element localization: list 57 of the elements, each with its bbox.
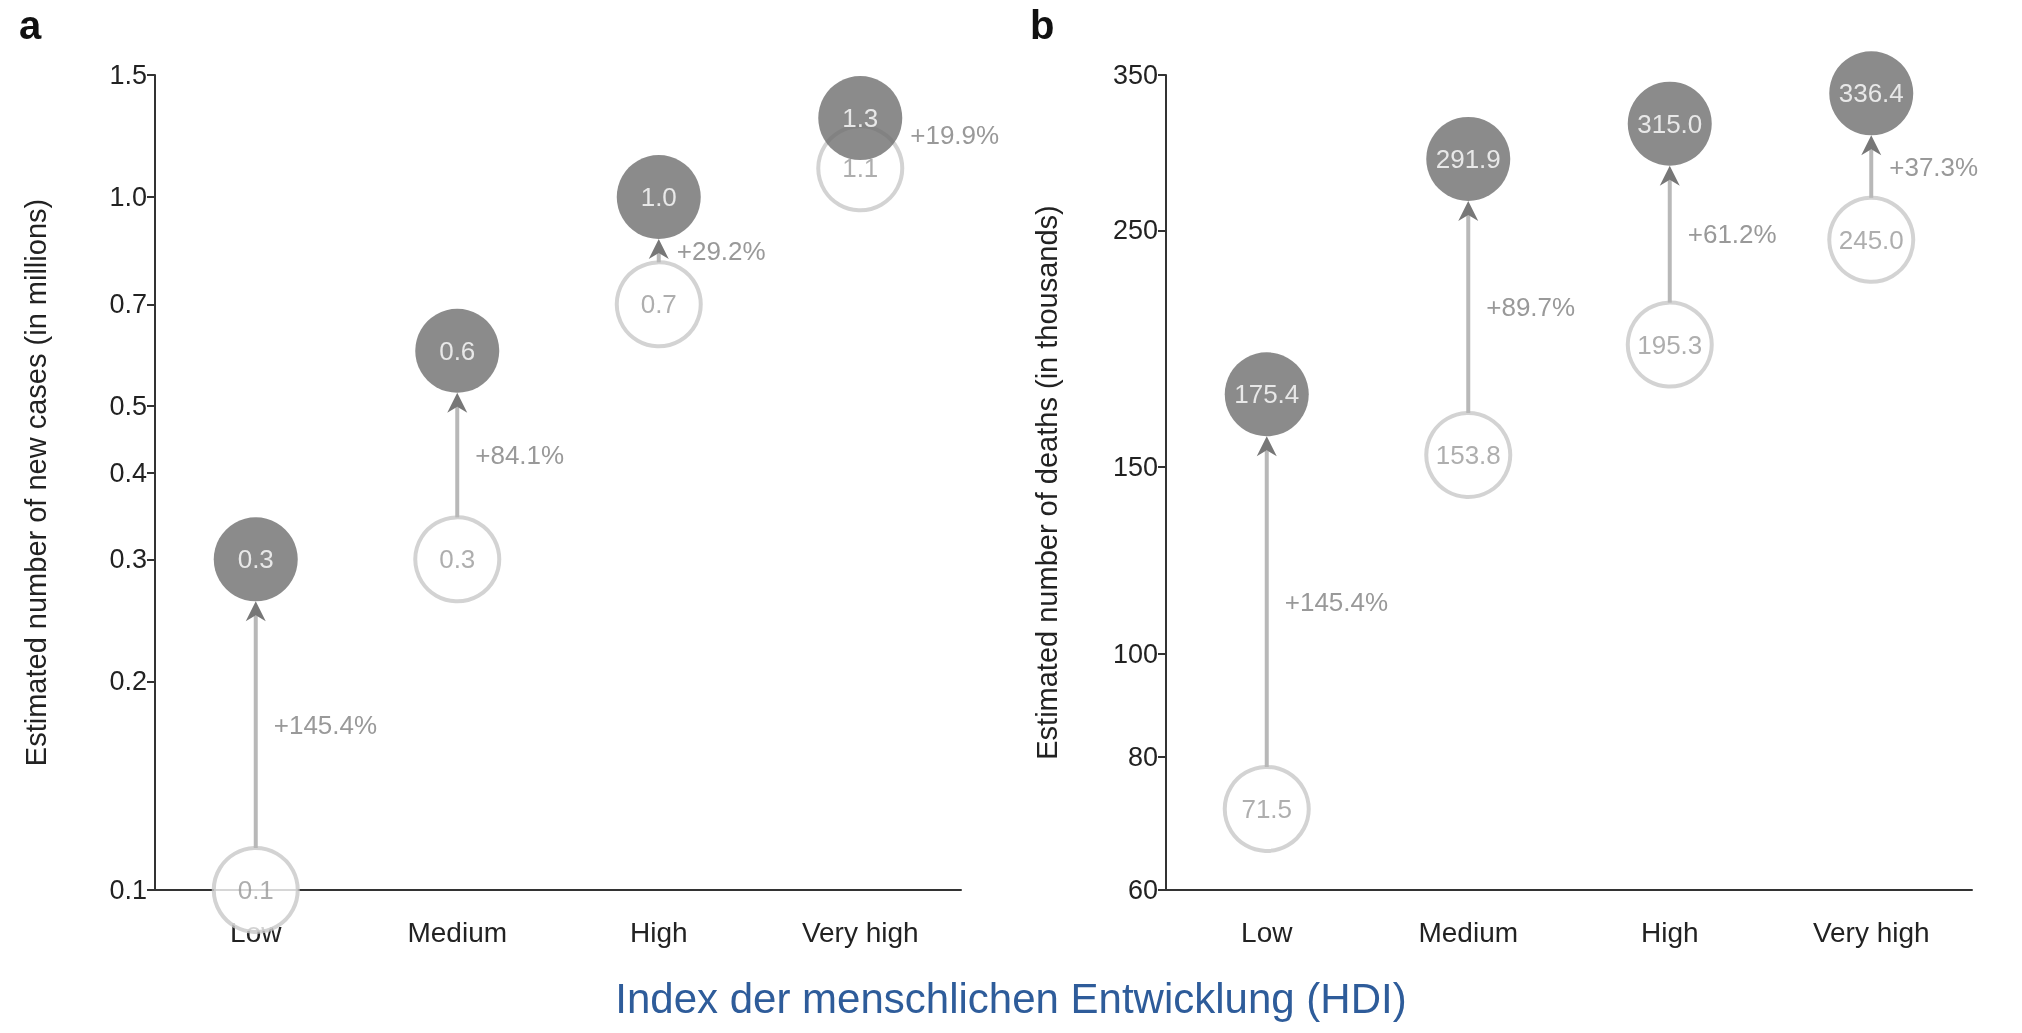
x-tick-label: Medium	[1418, 916, 1519, 948]
annotation: +29.2%	[676, 235, 766, 266]
point	[818, 76, 903, 161]
data-label: 71.5	[1241, 793, 1293, 824]
annotation: +61.2%	[1687, 219, 1777, 250]
annotation: +37.3%	[1889, 151, 1979, 182]
y-axis-title: Estimated number of new cases (in millions)	[19, 198, 52, 767]
y-tick-label: 1.5	[109, 60, 147, 90]
y-tick-label: 150	[1112, 451, 1158, 482]
annotation: +84.1%	[475, 440, 565, 471]
y-tick-label: 100	[1112, 638, 1158, 669]
annotation: +19.9%	[910, 120, 1000, 151]
x-axis-title: Index der menschlichen Entwicklung (HDI)	[614, 975, 1408, 1023]
data-label: 0.7	[640, 289, 677, 320]
data-label: 1.1	[842, 153, 879, 184]
point	[415, 308, 500, 393]
x-tick-label: High	[1640, 916, 1699, 948]
data-label: 0.3	[439, 544, 476, 575]
chart-title: a	[19, 3, 42, 47]
x-tick-label: Low	[1241, 916, 1294, 948]
data-label: 1.0	[640, 182, 677, 213]
y-tick-label: 1.0	[109, 182, 147, 213]
y-tick-label: 0.7	[109, 289, 147, 320]
point	[616, 155, 701, 239]
data-label: 195.3	[1637, 329, 1703, 360]
data-label: 175.4	[1234, 379, 1300, 410]
chart-title: b	[1030, 3, 1055, 47]
y-tick-label: 0.5	[109, 390, 147, 421]
x-tick-label: Very high	[1812, 916, 1930, 948]
annotation: +145.4%	[1284, 586, 1389, 617]
y-tick-label: 60	[1127, 875, 1158, 905]
x-tick-label: Low	[230, 916, 283, 948]
point	[614, 260, 703, 349]
data-label: 0.1	[237, 875, 274, 905]
data-label: 153.8	[1435, 440, 1501, 470]
y-tick-label: 350	[1112, 60, 1158, 90]
data-label: 245.0	[1838, 224, 1904, 255]
data-label: 336.4	[1838, 78, 1904, 109]
data-label: 291.9	[1435, 143, 1501, 174]
data-label: 0.3	[237, 544, 274, 575]
y-tick-label: 250	[1112, 215, 1158, 246]
y-tick-label: 0.1	[109, 875, 147, 905]
x-tick-label: Very high	[801, 916, 919, 948]
data-label: 1.3	[842, 103, 879, 134]
x-tick-label: High	[629, 916, 688, 948]
y-tick-label: 0.4	[109, 457, 147, 488]
data-label: 0.6	[439, 335, 476, 366]
annotation: +145.4%	[273, 709, 378, 740]
y-tick-label: 0.3	[109, 544, 147, 575]
y-tick-label: 0.2	[109, 666, 147, 697]
y-axis-title: Estimated number of deaths (in thousands)	[1030, 205, 1063, 760]
annotation: +89.7%	[1486, 291, 1576, 322]
point	[413, 515, 502, 604]
point	[213, 517, 298, 602]
data-label: 315.0	[1637, 108, 1703, 139]
y-tick-label: 80	[1127, 742, 1158, 773]
x-tick-label: Medium	[407, 916, 508, 948]
